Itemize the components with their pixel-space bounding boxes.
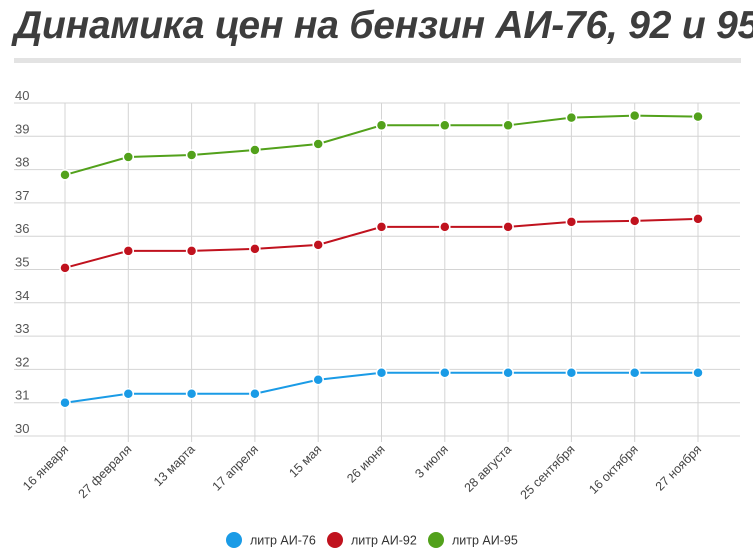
x-tick-label: 27 ноября <box>653 442 704 493</box>
data-point <box>59 396 71 409</box>
legend-marker <box>327 532 343 548</box>
y-tick-label: 39 <box>15 121 29 136</box>
legend-label: литр АИ-92 <box>351 534 417 548</box>
data-point <box>502 221 514 233</box>
data-point <box>565 111 578 124</box>
data-point <box>249 144 261 156</box>
y-tick-label: 31 <box>15 388 29 403</box>
data-point <box>565 366 578 379</box>
x-tick-label: 16 января <box>20 442 71 493</box>
x-tick-label: 28 августа <box>462 442 515 495</box>
y-tick-label: 36 <box>15 221 29 236</box>
x-tick-label: 16 октября <box>586 442 641 497</box>
x-tick-label: 15 мая <box>286 442 324 480</box>
x-tick-label: 26 июня <box>344 442 387 485</box>
legend-label: литр АИ-76 <box>250 534 316 548</box>
x-tick-label: 17 апреля <box>210 442 261 493</box>
x-tick-label: 27 февраля <box>76 442 135 501</box>
data-point <box>249 243 261 255</box>
data-point <box>692 213 704 225</box>
data-point <box>692 110 704 123</box>
data-point <box>375 221 388 233</box>
y-tick-label: 33 <box>15 321 29 336</box>
data-point <box>185 149 198 161</box>
data-point <box>312 239 324 251</box>
legend-marker <box>226 532 242 548</box>
y-tick-label: 37 <box>15 188 29 203</box>
data-point <box>375 119 388 132</box>
data-point <box>439 221 451 233</box>
data-point <box>59 169 71 181</box>
y-tick-label: 38 <box>15 155 29 170</box>
data-point <box>628 109 641 122</box>
data-point <box>502 119 514 132</box>
x-tick-label: 13 марта <box>151 442 198 489</box>
data-point <box>312 138 324 150</box>
data-point <box>185 387 198 400</box>
data-point <box>565 216 578 228</box>
chart-title: Динамика цен на бензин АИ-76, 92 и 95 <box>14 4 753 47</box>
data-point <box>375 366 388 379</box>
data-point <box>122 387 135 400</box>
data-point <box>439 119 451 132</box>
x-tick-label: 25 сентября <box>518 442 578 502</box>
title-divider <box>14 58 741 63</box>
data-point <box>122 245 135 257</box>
y-tick-label: 32 <box>15 354 29 369</box>
data-point <box>628 366 641 379</box>
y-tick-label: 40 <box>15 88 29 103</box>
data-point <box>628 215 641 227</box>
data-point <box>312 373 324 386</box>
data-point <box>185 245 198 257</box>
data-point <box>439 366 451 379</box>
data-point <box>249 387 261 400</box>
y-tick-label: 30 <box>15 421 29 436</box>
y-tick-label: 34 <box>15 288 29 303</box>
data-point <box>122 151 135 163</box>
y-tick-label: 35 <box>15 255 29 270</box>
data-point <box>59 262 71 274</box>
x-tick-label: 3 июля <box>412 442 451 481</box>
legend-marker <box>428 532 444 548</box>
data-point <box>502 366 514 379</box>
data-point <box>692 366 704 379</box>
legend-label: литр АИ-95 <box>452 534 518 548</box>
